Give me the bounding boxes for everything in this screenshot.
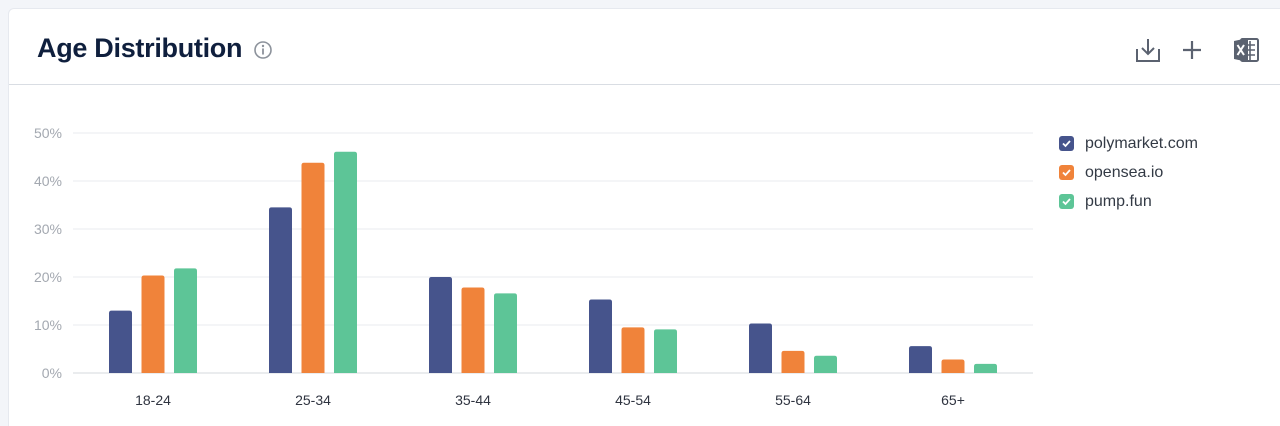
x-tick-label: 45-54 xyxy=(615,392,651,408)
legend-label: opensea.io xyxy=(1085,163,1164,181)
x-tick-label: 55-64 xyxy=(775,392,811,408)
y-tick-label: 30% xyxy=(34,221,62,237)
excel-icon[interactable] xyxy=(1231,35,1261,65)
card-header: Age Distribution xyxy=(9,9,1280,85)
bar[interactable] xyxy=(781,350,805,373)
x-tick-label: 25-34 xyxy=(295,392,331,408)
x-tick-label: 35-44 xyxy=(455,392,491,408)
info-icon[interactable] xyxy=(253,40,273,60)
page-title: Age Distribution xyxy=(37,33,243,63)
bar[interactable] xyxy=(334,151,357,373)
bar[interactable] xyxy=(589,299,612,373)
bar[interactable] xyxy=(974,363,997,373)
checkbox-icon xyxy=(1059,194,1074,209)
legend-item-polymarket[interactable]: polymarket.com xyxy=(1059,129,1198,158)
checkbox-icon xyxy=(1059,136,1074,151)
y-tick-label: 10% xyxy=(34,317,62,333)
bar[interactable] xyxy=(269,207,292,373)
bar[interactable] xyxy=(621,327,645,373)
bar[interactable] xyxy=(461,287,485,373)
bar[interactable] xyxy=(141,275,165,373)
bar[interactable] xyxy=(301,162,325,373)
legend-label: polymarket.com xyxy=(1085,134,1198,152)
bar[interactable] xyxy=(909,346,932,373)
x-tick-label: 18-24 xyxy=(135,392,171,408)
bar[interactable] xyxy=(429,277,452,373)
y-tick-label: 50% xyxy=(34,125,62,141)
legend-item-opensea[interactable]: opensea.io xyxy=(1059,158,1198,187)
bar[interactable] xyxy=(654,329,677,373)
checkbox-icon xyxy=(1059,165,1074,180)
bar[interactable] xyxy=(941,359,965,373)
x-tick-label: 65+ xyxy=(941,392,965,408)
bar[interactable] xyxy=(749,323,772,373)
legend-item-pumpfun[interactable]: pump.fun xyxy=(1059,187,1198,216)
bar[interactable] xyxy=(814,355,837,373)
chart-card: Age Distribution 0% 10% 20% 30% 40% 50% 18-24 2… xyxy=(8,8,1280,426)
y-tick-label: 20% xyxy=(34,269,62,285)
bar-chart: 0% 10% 20% 30% 40% 50% 18-24 25-34 35-44 45-54 55-… xyxy=(34,125,1033,408)
chart-legend: polymarket.com opensea.io pump.fun xyxy=(1059,129,1198,216)
bar[interactable] xyxy=(174,268,197,373)
bar[interactable] xyxy=(109,310,132,373)
download-icon[interactable] xyxy=(1133,35,1163,65)
y-tick-label: 0% xyxy=(42,365,62,381)
bar[interactable] xyxy=(494,293,517,373)
legend-label: pump.fun xyxy=(1085,192,1152,210)
y-tick-label: 40% xyxy=(34,173,62,189)
plus-icon[interactable] xyxy=(1177,35,1207,65)
